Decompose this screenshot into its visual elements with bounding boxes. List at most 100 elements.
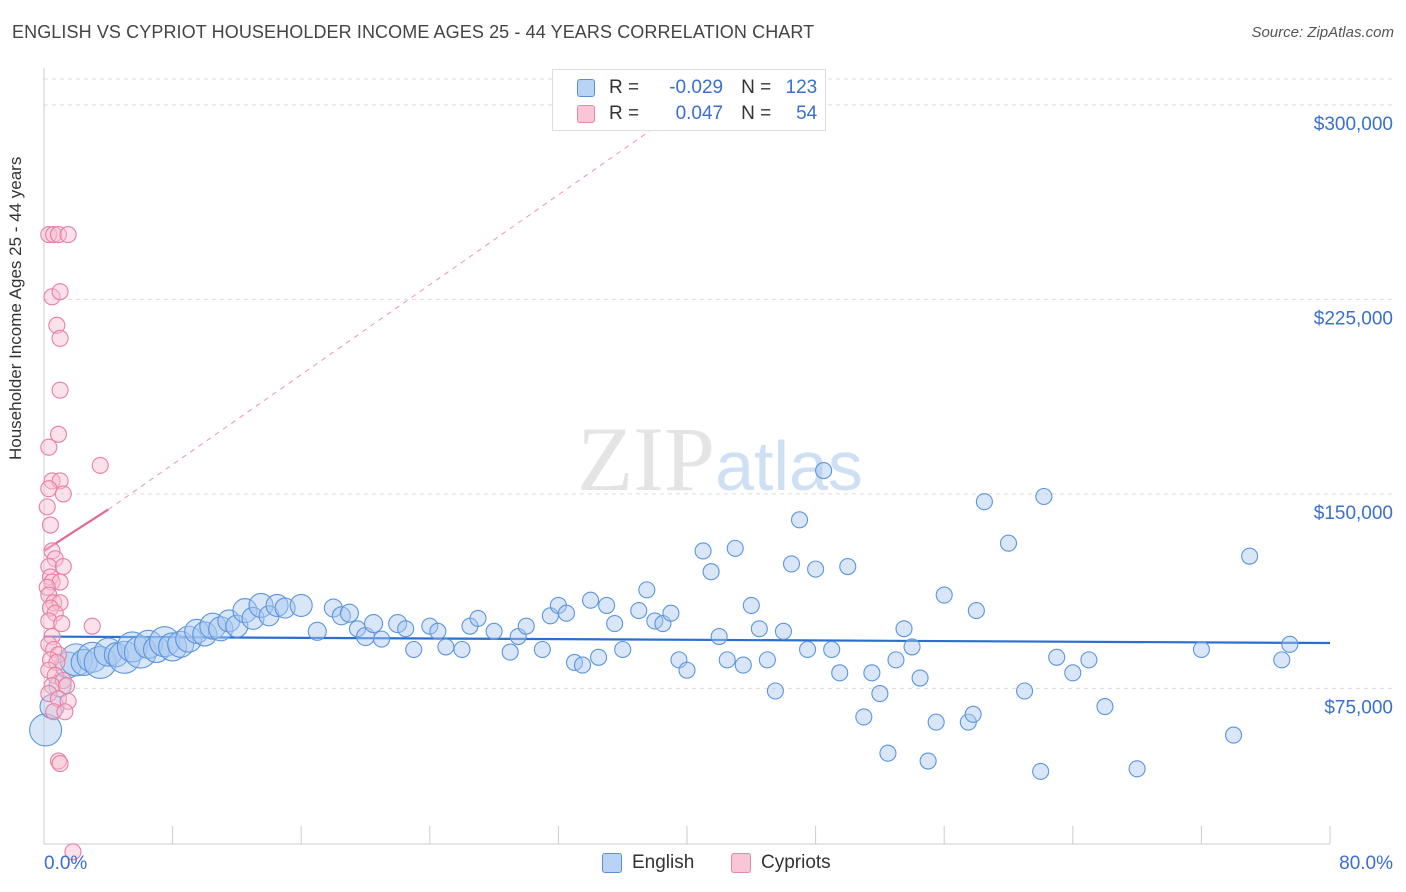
english-point-18 (175, 625, 203, 653)
english-point-59 (581, 591, 600, 609)
english-point-64 (630, 602, 648, 620)
cypriots-point-47 (59, 692, 77, 710)
cypriots-point-50 (49, 752, 68, 770)
x-tick-label-min: 0.0% (44, 853, 87, 874)
english-point-103 (967, 602, 985, 620)
english-point-63 (614, 640, 632, 659)
english-point-10 (107, 640, 141, 674)
cypriots-point-49 (56, 703, 74, 721)
english-point-102 (964, 705, 982, 723)
english-point-97 (911, 669, 929, 687)
cypriots-point-9 (49, 425, 68, 443)
english-point-68 (662, 604, 680, 622)
english-point-118 (1281, 635, 1299, 653)
english-point-108 (1035, 487, 1053, 506)
english-trend-line (43, 635, 1331, 645)
legend-english-label: English (632, 852, 695, 873)
english-point-95 (895, 620, 913, 638)
english-point-36 (348, 620, 367, 638)
english-point-93 (879, 744, 897, 762)
y-tick-label-0: $75,000 (1324, 697, 1393, 718)
english-point-60 (590, 648, 608, 666)
watermark: ZIPatlas (577, 408, 863, 510)
english-point-87 (823, 640, 841, 659)
english-point-74 (718, 651, 736, 669)
watermark-zip: ZIP (577, 408, 715, 510)
english-point-84 (799, 640, 817, 659)
english-point-39 (373, 630, 391, 648)
grid (44, 78, 1394, 689)
english-point-62 (606, 615, 624, 633)
chart-title: ENGLISH VS CYPRIOT HOUSEHOLDER INCOME AG… (12, 22, 815, 42)
english-point-78 (750, 620, 768, 638)
english-point-91 (863, 664, 881, 682)
legend-cypriots-label: Cypriots (761, 852, 831, 873)
english-point-104 (975, 493, 993, 511)
cypriots-point-21 (54, 557, 72, 576)
cypriots-point-10 (40, 438, 58, 456)
y-tick-label-1: $150,000 (1314, 503, 1393, 524)
english-point-53 (533, 640, 551, 659)
cypriots-point-5 (51, 283, 69, 301)
cypriots-point-29 (41, 599, 59, 617)
english-point-73 (710, 627, 728, 646)
cypriots-point-2 (49, 226, 68, 244)
cypriots-point-1 (45, 226, 63, 244)
cypriots-r-label: R = (609, 103, 640, 124)
cypriots-n-value: 54 (796, 103, 818, 124)
english-point-117 (1273, 651, 1291, 669)
english-point-20 (192, 621, 218, 647)
cypriots-point-42 (54, 672, 72, 690)
cypriots-point-33 (83, 617, 101, 635)
english-point-50 (501, 643, 519, 661)
english-point-109 (1048, 648, 1066, 666)
english-point-76 (734, 656, 752, 674)
english-point-98 (919, 752, 937, 770)
english-point-72 (702, 563, 720, 581)
cypriots-point-11 (91, 456, 109, 474)
cypriots-point-17 (41, 516, 59, 534)
english-point-35 (339, 603, 359, 623)
cypriots-point-45 (40, 685, 58, 703)
english-point-107 (1032, 762, 1050, 780)
y-axis-label: Householder Income Ages 25 - 44 years (6, 156, 25, 460)
stats-legend: R = -0.029 N = 123 R = 0.047 N = 54 (552, 69, 826, 131)
cypriots-point-16 (38, 498, 56, 516)
english-point-13 (133, 629, 164, 659)
english-point-106 (1016, 682, 1034, 700)
english-point-31 (289, 593, 313, 617)
english-point-113 (1128, 760, 1146, 778)
legend-item-cypriots[interactable]: Cypriots (731, 852, 831, 874)
cypriots-point-15 (54, 485, 72, 503)
x-tick-label-max: 80.0% (1339, 853, 1393, 874)
cypriots-point-52 (64, 843, 82, 861)
english-point-49 (485, 622, 503, 640)
cypriots-point-51 (51, 755, 69, 773)
trend-lines (43, 104, 1331, 645)
english-point-82 (782, 555, 801, 573)
english-point-61 (598, 596, 616, 614)
english-point-44 (429, 622, 447, 640)
english-point-100 (935, 586, 953, 604)
cypriots-point-24 (51, 573, 69, 591)
english-point-71 (694, 542, 712, 560)
english-point-114 (1192, 640, 1210, 659)
cypriots-point-14 (40, 480, 58, 498)
y-tick-label-2: $225,000 (1314, 308, 1393, 329)
english-point-80 (766, 682, 784, 700)
english-swatch (577, 79, 595, 97)
english-point-94 (887, 651, 905, 669)
english-point-96 (903, 638, 921, 656)
cypriots-point-3 (59, 226, 77, 244)
english-point-105 (999, 534, 1018, 552)
english-point-70 (678, 661, 696, 679)
english-n-value: 123 (785, 77, 818, 98)
english-point-92 (871, 685, 889, 703)
cypriots-swatch (577, 105, 595, 123)
cypriots-point-8 (51, 381, 69, 399)
english-point-88 (831, 664, 849, 682)
stats-row-cypriots: R = 0.047 N = 54 (577, 102, 817, 126)
english-point-34 (331, 606, 351, 626)
legend-item-english[interactable]: English (602, 852, 694, 874)
